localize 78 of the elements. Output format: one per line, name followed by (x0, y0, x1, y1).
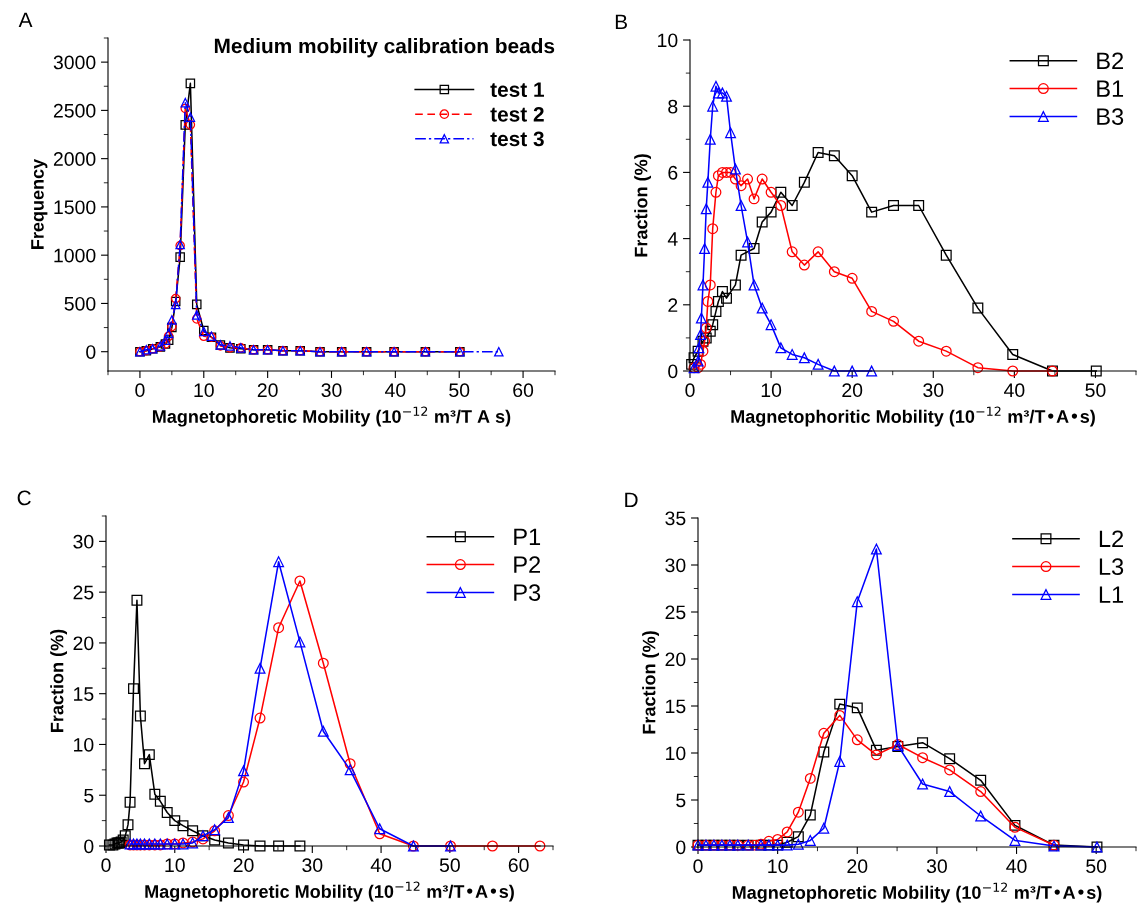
legend-label: test 2 (490, 106, 544, 122)
x-tick-label: 60 (513, 383, 534, 398)
y-tick-label: 20 (665, 652, 686, 667)
y-tick-label: 3000 (53, 55, 96, 70)
y-tick-label: 1500 (54, 200, 96, 215)
legend-label: B1 (1097, 80, 1124, 97)
y-tick-label: 6 (668, 165, 678, 180)
y-tick-label: 20 (73, 636, 94, 651)
y-axis-title: Fraction (%) (634, 154, 652, 257)
x-tick-label: 20 (842, 383, 863, 398)
x-tick-label: 20 (257, 383, 278, 398)
x-axis-title: Magnetophoretic Mobility (10$^{−12}$ m³/T A s) (152, 406, 511, 427)
legend-label: B2 (1097, 52, 1124, 69)
y-tick-label: 4 (667, 232, 678, 246)
legend-label: P3 (514, 584, 541, 601)
y-tick-label: 0 (84, 839, 94, 854)
y-tick-label: 10 (658, 33, 678, 48)
x-tick-label: 40 (1006, 859, 1027, 874)
y-tick-label: 2500 (53, 103, 96, 118)
y-tick-label: 10 (74, 737, 94, 752)
y-tick-label: 25 (73, 585, 94, 600)
y-tick-label: 15 (666, 699, 686, 714)
legend-label: L3 (1099, 558, 1124, 576)
x-tick-label: 30 (926, 859, 947, 874)
y-tick-label: 0 (86, 345, 96, 359)
x-axis-title: Magnetophoretic Mobility (10$^{−12}$ m³/T•A•s) (145, 881, 514, 902)
legend-label: P1 (514, 528, 541, 545)
legend-label: B3 (1097, 108, 1124, 125)
y-tick-label: 5 (84, 788, 94, 803)
y-tick-label: 0 (668, 364, 678, 379)
x-tick-label: 20 (233, 858, 254, 873)
x-tick-label: 0 (135, 383, 145, 398)
x-tick-label: 50 (449, 383, 470, 398)
x-axis-title: Magnetophoretic Mobility (10$^{−12}$ m³/T•A•s) (732, 882, 1102, 903)
y-axis-title: Frequency (31, 158, 48, 249)
legend-label: L2 (1099, 530, 1124, 547)
x-tick-label: 0 (693, 859, 703, 874)
x-tick-label: 30 (302, 858, 323, 873)
y-tick-label: 15 (74, 687, 94, 701)
chart-title: C (17, 490, 31, 506)
chart-title: B (615, 14, 627, 30)
x-tick-label: 0 (101, 858, 111, 873)
y-axis-title: Fraction (%) (642, 631, 660, 734)
y-tick-label: 8 (668, 99, 678, 114)
legend-label: P2 (514, 556, 541, 573)
x-axis-title: Magnetophoritic Mobility (10$^{−12}$ m³/T•A•s) (731, 406, 1095, 427)
x-tick-label: 40 (384, 383, 406, 398)
chart-title: A (18, 12, 33, 28)
x-tick-label: 10 (761, 383, 782, 398)
legend-label: test 3 (490, 131, 544, 147)
y-tick-label: 2 (668, 298, 678, 312)
legend-label: L1 (1099, 586, 1124, 603)
x-tick-label: 40 (370, 858, 392, 873)
y-tick-label: 30 (73, 534, 94, 549)
y-tick-label: 2000 (53, 152, 96, 166)
x-tick-label: 10 (165, 858, 185, 873)
y-tick-label: 10 (666, 746, 686, 761)
x-tick-label: 50 (1086, 859, 1107, 874)
x-tick-label: 20 (847, 859, 868, 874)
y-tick-label: 25 (665, 605, 686, 620)
y-tick-label: 500 (64, 296, 96, 311)
y-tick-label: 5 (676, 793, 686, 808)
chart-title: D (625, 492, 638, 508)
x-tick-label: 30 (923, 383, 944, 398)
y-tick-label: 35 (665, 511, 686, 526)
y-axis-title: Fraction (%) (50, 629, 68, 732)
legend-title: Medium mobility calibration beads (214, 38, 555, 58)
x-tick-label: 50 (1085, 383, 1106, 398)
x-tick-label: 10 (768, 859, 788, 874)
y-tick-label: 1000 (54, 248, 96, 263)
legend-label: test 1 (490, 82, 545, 98)
x-tick-label: 30 (321, 383, 342, 398)
y-tick-label: 0 (676, 840, 686, 855)
x-tick-label: 40 (1004, 383, 1025, 398)
y-tick-label: 30 (665, 558, 686, 573)
x-tick-label: 10 (194, 383, 214, 398)
x-tick-label: 50 (439, 858, 460, 873)
x-tick-label: 60 (508, 858, 529, 873)
